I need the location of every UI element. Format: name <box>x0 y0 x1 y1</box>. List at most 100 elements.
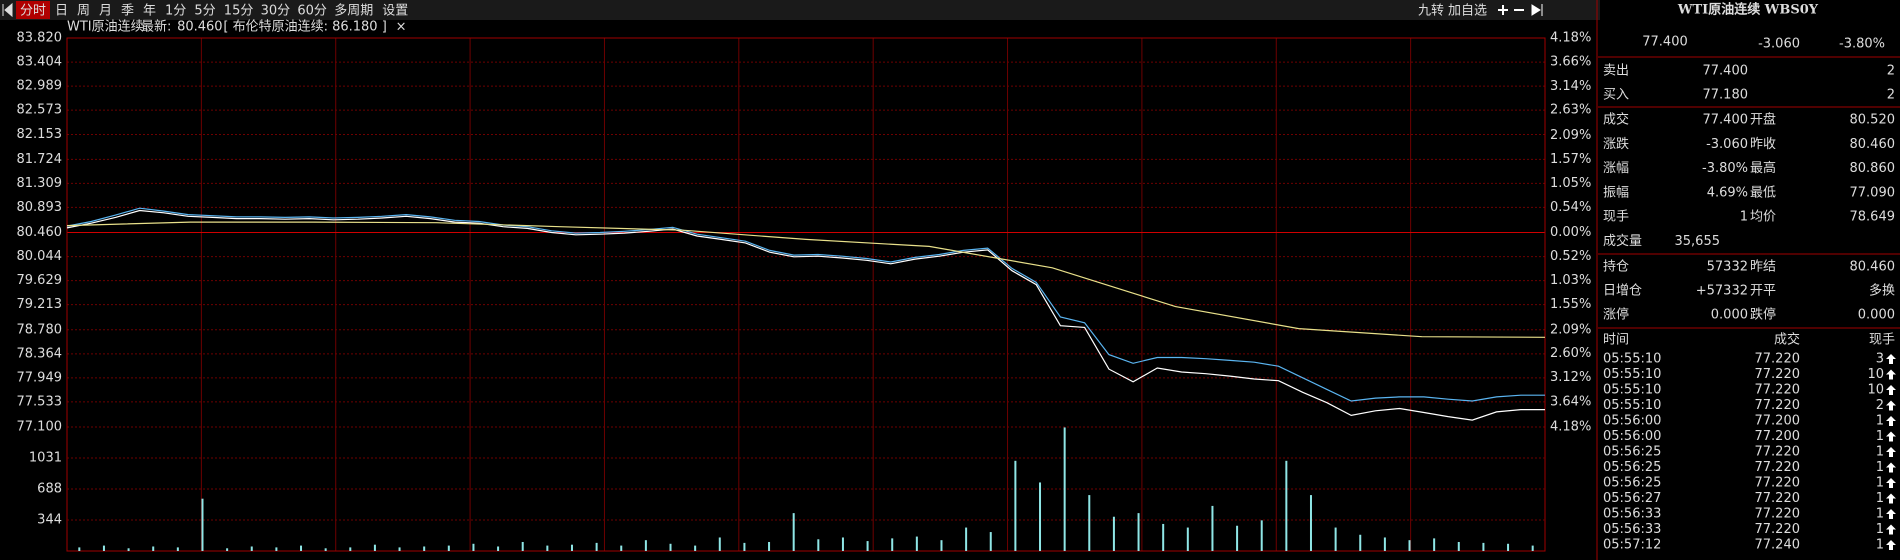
period-tab[interactable]: 日 <box>55 4 68 19</box>
trade-price: 77.220 <box>1755 445 1801 460</box>
trade-time: 05:56:33 <box>1603 522 1661 537</box>
volume-bar <box>743 542 746 551</box>
period-tab[interactable]: 分时 <box>20 4 46 19</box>
volume-bar <box>620 545 623 551</box>
trades-header: 成交 <box>1774 332 1800 348</box>
volume-bar <box>1334 527 1337 551</box>
y2-tick-label: 3.66% <box>1550 55 1591 70</box>
quote-price: 77.400 <box>1642 35 1688 50</box>
trade-volume: 1 <box>1876 414 1884 429</box>
y2-tick-label: 3.12% <box>1550 370 1591 385</box>
volume-bar <box>1236 525 1239 551</box>
volume-bar <box>226 548 229 551</box>
volume-bar <box>1433 538 1436 551</box>
position-label: 涨停 <box>1603 307 1629 323</box>
period-tab[interactable]: 30分 <box>261 4 291 19</box>
period-tab[interactable]: 季 <box>121 4 134 19</box>
y2-tick-label: 0.52% <box>1550 249 1591 264</box>
volume-bar <box>940 540 943 551</box>
trade-arrow <box>1886 540 1896 550</box>
trade-arrow <box>1886 509 1896 519</box>
volume-bar <box>891 538 894 551</box>
y-tick-label: 82.989 <box>17 79 63 94</box>
book-price: 77.180 <box>1703 88 1749 103</box>
forward-icon[interactable] <box>1531 4 1543 16</box>
position-label: 开平 <box>1750 284 1776 299</box>
y2-tick-label: 2.09% <box>1550 128 1591 143</box>
chart-frame <box>66 37 1546 552</box>
volume-bar <box>1211 505 1214 551</box>
volume-bar <box>176 547 179 551</box>
stat-value: -3.060 <box>1706 137 1748 152</box>
volume-bar <box>1408 540 1411 551</box>
volume-bar <box>718 537 721 551</box>
chart-header-name: WTI原油连续 <box>67 19 144 35</box>
trade-volume: 1 <box>1876 491 1884 506</box>
volume-bar <box>250 546 253 551</box>
period-tab[interactable]: 1分 <box>165 4 186 19</box>
stat-label: 涨跌 <box>1603 136 1629 152</box>
zoom-in-icon[interactable] <box>1498 5 1508 15</box>
y-tick-label: 77.949 <box>17 370 63 385</box>
period-tab[interactable]: 年 <box>143 4 156 19</box>
trade-price: 77.220 <box>1755 522 1801 537</box>
trade-price: 77.220 <box>1755 491 1801 506</box>
chart-header-close[interactable]: × <box>396 20 407 35</box>
trade-time: 05:55:10 <box>1603 352 1661 367</box>
volume-bar <box>989 532 992 551</box>
stat-label: 最高 <box>1750 160 1776 176</box>
volume-bar <box>201 498 204 551</box>
trade-time: 05:55:10 <box>1603 383 1661 398</box>
volume-bar <box>768 541 771 551</box>
trade-price: 77.200 <box>1755 429 1801 444</box>
y2-tick-label: 4.18% <box>1550 420 1591 435</box>
trade-volume: 1 <box>1876 429 1884 444</box>
volume-bar <box>275 547 278 551</box>
back-icon[interactable] <box>2 2 13 18</box>
period-tab[interactable]: 周 <box>77 4 90 19</box>
trade-arrow <box>1886 354 1896 364</box>
stat-label: 均价 <box>1750 210 1776 225</box>
volume-bar <box>694 545 697 551</box>
trade-price: 77.220 <box>1755 507 1801 522</box>
volume-bar <box>1260 520 1263 551</box>
stat-label: 振幅 <box>1603 185 1629 200</box>
toolbar-button[interactable]: 加自选 <box>1448 4 1487 19</box>
trade-volume: 1 <box>1876 507 1884 522</box>
y-tick-label: 77.100 <box>17 420 63 435</box>
volume-bar <box>1507 543 1510 551</box>
period-tab[interactable]: 多周期 <box>334 3 373 19</box>
volume-bar <box>1039 482 1042 551</box>
price-line <box>66 221 1546 338</box>
book-price: 77.400 <box>1703 64 1749 79</box>
volume-bar <box>127 548 130 551</box>
y2-tick-label: 2.60% <box>1550 346 1591 361</box>
volume-bar <box>841 537 844 551</box>
volume-bar <box>595 542 598 551</box>
stat-value: 77.090 <box>1850 185 1896 200</box>
trades-header: 时间 <box>1603 333 1629 348</box>
trade-price: 77.220 <box>1755 383 1801 398</box>
trade-time: 05:56:27 <box>1603 491 1661 506</box>
y-tick-label: 79.213 <box>17 297 63 312</box>
volume-bar <box>1359 534 1362 551</box>
y2-tick-label: 1.57% <box>1550 152 1591 167</box>
trade-time: 05:57:12 <box>1603 538 1661 553</box>
trade-arrow <box>1886 462 1896 473</box>
period-tab[interactable]: 15分 <box>224 4 254 19</box>
period-tab[interactable]: 5分 <box>194 4 215 19</box>
volume-bar <box>644 540 647 551</box>
trade-time: 05:55:10 <box>1603 398 1661 413</box>
volume-bar <box>102 545 105 551</box>
position-label: 日增仓 <box>1603 284 1642 299</box>
period-tab[interactable]: 60分 <box>297 4 327 19</box>
period-tab[interactable]: 月 <box>99 4 112 19</box>
position-label: 持仓 <box>1603 260 1629 275</box>
period-tab[interactable]: 设置 <box>382 4 408 19</box>
toolbar-button[interactable]: 九转 <box>1418 4 1444 19</box>
trade-price: 77.200 <box>1755 414 1801 429</box>
trade-time: 05:56:25 <box>1603 476 1661 491</box>
position-label: 昨结 <box>1750 260 1776 275</box>
volume-bar <box>1088 495 1091 551</box>
